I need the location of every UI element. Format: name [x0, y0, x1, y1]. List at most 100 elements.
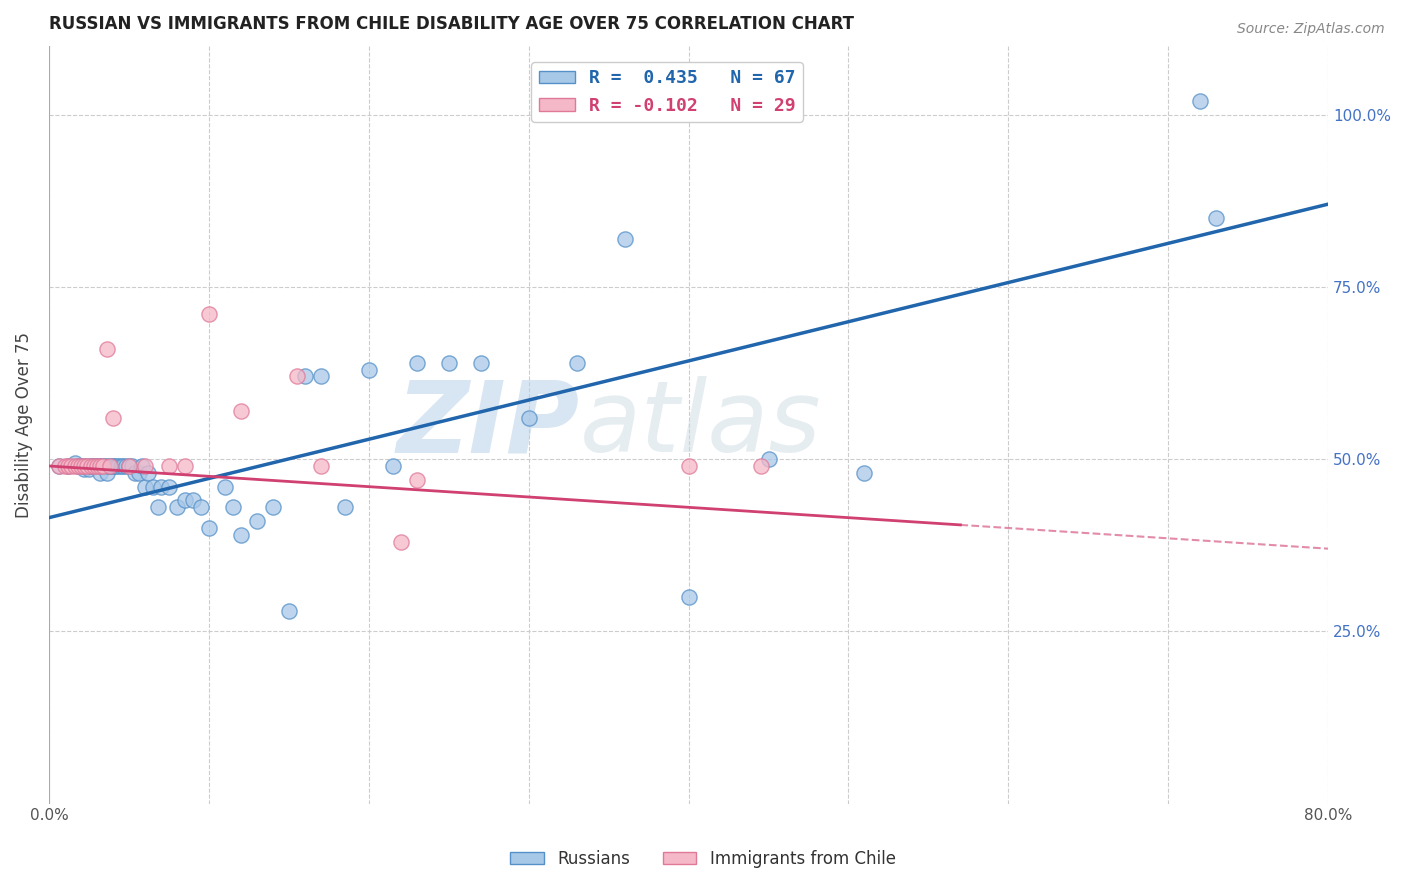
Point	[157, 458, 180, 473]
Point	[613, 231, 636, 245]
Point	[77, 462, 100, 476]
Point	[118, 458, 141, 473]
Point	[101, 410, 124, 425]
Point	[63, 458, 86, 473]
Text: RUSSIAN VS IMMIGRANTS FROM CHILE DISABILITY AGE OVER 75 CORRELATION CHART: RUSSIAN VS IMMIGRANTS FROM CHILE DISABIL…	[49, 15, 853, 33]
Point	[333, 500, 356, 515]
Point	[48, 458, 70, 473]
Point	[405, 473, 427, 487]
Point	[48, 458, 70, 473]
Point	[190, 500, 212, 515]
Text: Source: ZipAtlas.com: Source: ZipAtlas.com	[1237, 22, 1385, 37]
Point	[309, 458, 332, 473]
Point	[83, 458, 105, 473]
Point	[98, 458, 121, 473]
Point	[70, 458, 93, 473]
Point	[96, 342, 118, 356]
Point	[79, 458, 101, 473]
Point	[758, 452, 780, 467]
Point	[111, 458, 134, 473]
Point	[222, 500, 245, 515]
Point	[82, 458, 104, 473]
Point	[381, 458, 404, 473]
Point	[60, 458, 83, 473]
Point	[678, 590, 700, 604]
Point	[517, 410, 540, 425]
Y-axis label: Disability Age Over 75: Disability Age Over 75	[15, 332, 32, 517]
Legend: R =  0.435   N = 67, R = -0.102   N = 29: R = 0.435 N = 67, R = -0.102 N = 29	[531, 62, 803, 121]
Point	[73, 462, 96, 476]
Point	[134, 480, 156, 494]
Point	[101, 458, 124, 473]
Point	[56, 458, 79, 473]
Point	[90, 458, 112, 473]
Point	[214, 480, 236, 494]
Point	[389, 534, 412, 549]
Point	[79, 458, 101, 473]
Point	[91, 458, 114, 473]
Point	[246, 514, 269, 528]
Point	[166, 500, 188, 515]
Point	[89, 458, 111, 473]
Point	[853, 466, 876, 480]
Point	[437, 356, 460, 370]
Point	[181, 493, 204, 508]
Point	[110, 458, 132, 473]
Point	[198, 307, 221, 321]
Point	[76, 458, 98, 473]
Point	[157, 480, 180, 494]
Point	[470, 356, 492, 370]
Point	[86, 458, 108, 473]
Point	[294, 369, 316, 384]
Point	[86, 458, 108, 473]
Point	[73, 458, 96, 473]
Point	[76, 458, 98, 473]
Point	[66, 458, 89, 473]
Point	[131, 458, 153, 473]
Point	[101, 458, 124, 473]
Point	[285, 369, 308, 384]
Point	[149, 480, 172, 494]
Point	[198, 521, 221, 535]
Point	[56, 458, 79, 473]
Point	[98, 458, 121, 473]
Point	[89, 466, 111, 480]
Point	[70, 458, 93, 473]
Text: atlas: atlas	[579, 376, 821, 473]
Point	[142, 480, 165, 494]
Point	[83, 458, 105, 473]
Point	[277, 604, 299, 618]
Point	[107, 458, 129, 473]
Point	[121, 458, 143, 473]
Legend: Russians, Immigrants from Chile: Russians, Immigrants from Chile	[503, 844, 903, 875]
Point	[229, 528, 252, 542]
Point	[1205, 211, 1227, 225]
Point	[173, 458, 195, 473]
Point	[749, 458, 772, 473]
Point	[97, 458, 120, 473]
Point	[262, 500, 284, 515]
Point	[105, 458, 128, 473]
Point	[146, 500, 169, 515]
Point	[91, 458, 114, 473]
Point	[357, 362, 380, 376]
Point	[86, 458, 108, 473]
Point	[405, 356, 427, 370]
Point	[128, 466, 150, 480]
Text: ZIP: ZIP	[396, 376, 579, 473]
Point	[53, 458, 76, 473]
Point	[136, 466, 159, 480]
Point	[134, 458, 156, 473]
Point	[678, 458, 700, 473]
Point	[118, 458, 141, 473]
Point	[66, 458, 89, 473]
Point	[94, 458, 117, 473]
Point	[89, 458, 111, 473]
Point	[114, 458, 136, 473]
Point	[565, 356, 588, 370]
Point	[63, 456, 86, 470]
Point	[73, 458, 96, 473]
Point	[229, 404, 252, 418]
Point	[124, 466, 146, 480]
Point	[1189, 94, 1212, 108]
